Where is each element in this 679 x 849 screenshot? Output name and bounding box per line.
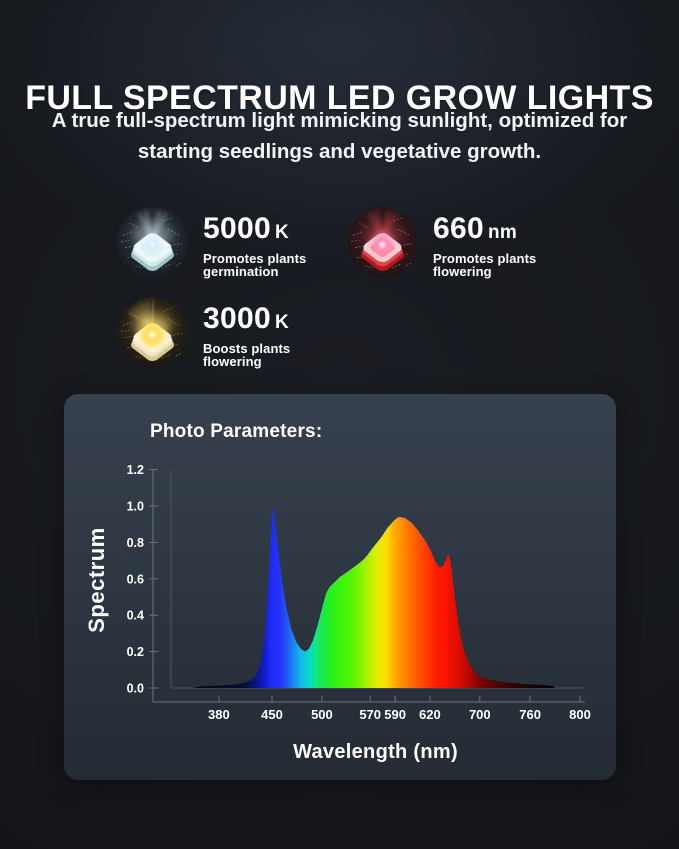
feature-value: 3000 K xyxy=(203,302,290,337)
feature-number: 3000 xyxy=(203,302,271,335)
x-tick-label: 620 xyxy=(419,707,441,722)
feature-value: 5000 K xyxy=(203,212,306,247)
x-tick-label: 450 xyxy=(261,707,283,722)
y-tick-label: 1.2 xyxy=(127,463,144,477)
y-tick-label: 1.0 xyxy=(127,500,144,514)
subtitle-line-2: starting seedlings and vegetative growth… xyxy=(137,140,542,163)
x-tick-label: 380 xyxy=(208,707,230,722)
feature-text: 5000 K Promotes plants germination xyxy=(203,207,307,279)
y-tick-label: 0.4 xyxy=(127,609,144,623)
page-subtitle: A true full-spectrum light mimicking sun… xyxy=(0,105,679,167)
feature-desc: Promotes plants flowering xyxy=(433,251,537,279)
feature-3000k: 3000 K Boosts plants flowering xyxy=(117,297,290,368)
x-tick-label: 760 xyxy=(519,707,541,722)
feature-number: 5000 xyxy=(203,212,271,245)
feature-value: 660 nm xyxy=(433,212,536,247)
feature-660nm: 660 nm Promotes plants flowering xyxy=(347,207,536,278)
spectrum-chart-panel: Photo Parameters: 0.0 0.2 0.4 0.6 0.8 1.0 1.2 3… xyxy=(64,394,616,780)
led-core xyxy=(372,234,393,255)
y-tick-label: 0.2 xyxy=(127,645,144,659)
circuit-traces xyxy=(121,216,185,269)
x-tick-label: 500 xyxy=(311,707,333,722)
chart-title: Photo Parameters: xyxy=(150,421,323,442)
feature-5000k: 5000 K Promotes plants germination xyxy=(117,207,306,278)
x-tick-label: 800 xyxy=(569,707,591,722)
feature-desc: Boosts plants flowering xyxy=(203,341,291,369)
feature-unit: K xyxy=(274,222,289,243)
circuit-traces xyxy=(351,216,415,269)
red-led-chip-icon xyxy=(347,207,418,278)
cool-white-led-chip-icon xyxy=(117,207,188,278)
feature-text: 660 nm Promotes plants flowering xyxy=(433,207,537,279)
led-core xyxy=(140,322,165,347)
feature-desc: Promotes plants germination xyxy=(203,251,307,279)
spectrum-curve xyxy=(192,506,556,688)
page-title: FULL SPECTRUM LED GROW LIGHTS xyxy=(25,78,654,117)
x-tick-label: 590 xyxy=(384,707,406,722)
feature-text: 3000 K Boosts plants flowering xyxy=(203,297,291,369)
x-tick-label: 570 xyxy=(359,707,381,722)
feature-number: 660 xyxy=(433,212,484,245)
subtitle-line-1: A true full-spectrum light mimicking sun… xyxy=(51,109,628,132)
spectrum-chart: 0.0 0.2 0.4 0.6 0.8 1.0 1.2 380 450 500 570 590 620 7… xyxy=(127,463,591,722)
y-axis-label: Spectrum xyxy=(84,527,109,633)
feature-unit: K xyxy=(274,312,289,333)
feature-unit: nm xyxy=(487,222,518,243)
led-core xyxy=(145,237,160,252)
warm-white-led-chip-icon xyxy=(117,297,188,368)
y-tick-label: 0.8 xyxy=(127,536,144,550)
y-tick-label: 0.6 xyxy=(127,572,144,586)
x-axis-label: Wavelength (nm) xyxy=(293,741,458,763)
x-tick-label: 700 xyxy=(469,707,491,722)
y-tick-label: 0.0 xyxy=(127,682,144,696)
